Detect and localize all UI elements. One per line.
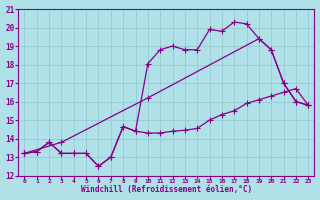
- X-axis label: Windchill (Refroidissement éolien,°C): Windchill (Refroidissement éolien,°C): [81, 185, 252, 194]
